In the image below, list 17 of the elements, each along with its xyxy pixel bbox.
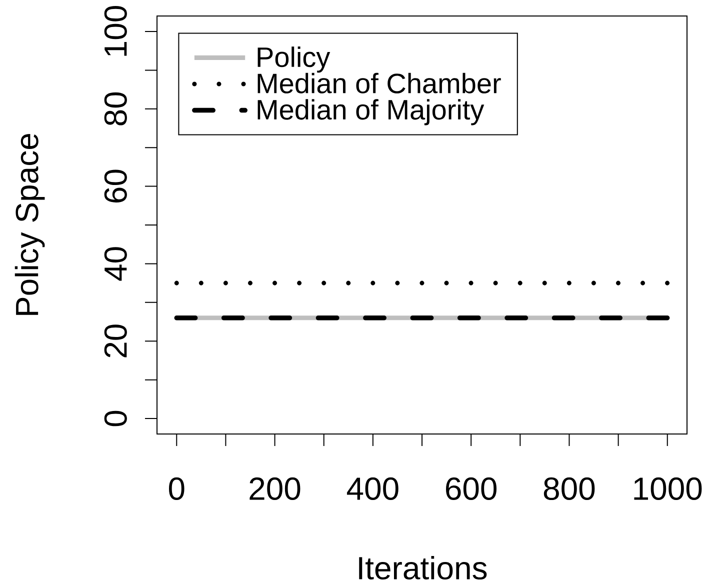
x-tick-label: 1000 bbox=[634, 477, 702, 500]
y-tick-label: 100 bbox=[104, 6, 127, 56]
legend-label: Policy bbox=[258, 46, 330, 73]
y-tick-label: 60 bbox=[104, 170, 127, 202]
y-tick-label: 0 bbox=[104, 410, 127, 426]
x-tick-label: 600 bbox=[446, 477, 497, 500]
x-tick-label: 800 bbox=[544, 477, 595, 500]
legend-label: Median of Chamber bbox=[258, 72, 501, 94]
legend-label: Median of Majority bbox=[258, 99, 484, 126]
x-tick-label: 200 bbox=[250, 477, 300, 500]
x-tick-label: 0 bbox=[168, 477, 184, 500]
y-tick-label: 20 bbox=[104, 324, 127, 358]
x-tick-label: 400 bbox=[346, 477, 398, 500]
y-tick-label: 40 bbox=[104, 247, 127, 281]
y-tick-label: 80 bbox=[104, 92, 127, 126]
x-axis-title: Iterations bbox=[359, 556, 487, 580]
y-axis-title: Policy Space bbox=[14, 134, 45, 315]
